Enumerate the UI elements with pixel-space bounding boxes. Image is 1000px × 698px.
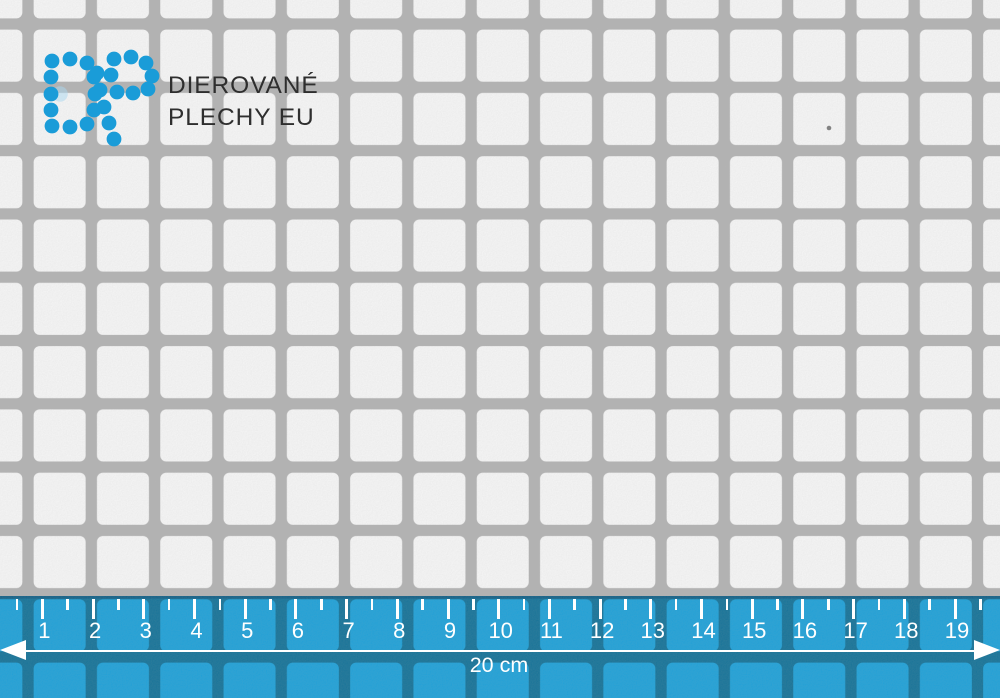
dp-logo-icon [43,49,160,147]
brand-name-line1: DIEROVANÉ [168,72,319,99]
dirt-speck [826,125,832,131]
logo-letter-p [89,49,160,147]
brand-name-line2: PLECHY EU [168,104,315,131]
